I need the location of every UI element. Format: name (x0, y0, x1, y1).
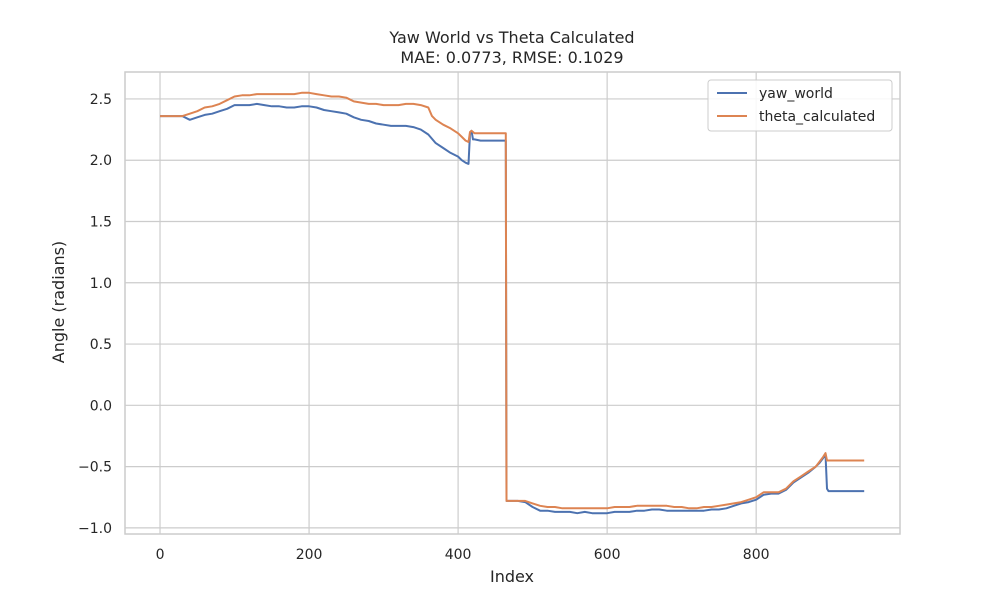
series-line-theta-calculated (160, 91, 865, 510)
legend-label-yaw-world: yaw_world (759, 86, 833, 102)
x-tick-label: 200 (296, 547, 323, 563)
y-tick-label: 2.5 (90, 92, 112, 108)
legend: yaw_world theta_calculated (707, 79, 893, 132)
chart-title: Yaw World vs Theta Calculated (388, 28, 634, 47)
x-tick-label: 800 (743, 547, 770, 563)
x-tick-label: 0 (156, 547, 165, 563)
y-tick-label: −1.0 (78, 521, 112, 537)
x-axis-label: Index (490, 567, 534, 586)
tick-labels: 0 200 400 600 800 −1.0 −0.5 0.0 0.5 1.0 1.5 2.0 2.5 (78, 92, 770, 563)
y-tick-label: 0.5 (90, 337, 112, 353)
y-tick-label: 1.5 (90, 215, 112, 231)
plot-series (160, 91, 865, 515)
plot-frame (124, 71, 901, 535)
chart-subtitle: MAE: 0.0773, RMSE: 0.1029 (400, 48, 623, 67)
y-tick-label: 0.0 (90, 398, 112, 414)
x-tick-label: 600 (594, 547, 621, 563)
legend-box (707, 79, 893, 132)
y-tick-label: 1.0 (90, 276, 112, 292)
y-axis-label: Angle (radians) (49, 241, 68, 363)
grid-lines (125, 72, 900, 534)
x-tick-label: 400 (445, 547, 472, 563)
legend-label-theta-calculated: theta_calculated (759, 109, 875, 125)
y-tick-label: 2.0 (90, 153, 112, 169)
y-tick-label: −0.5 (78, 460, 112, 476)
